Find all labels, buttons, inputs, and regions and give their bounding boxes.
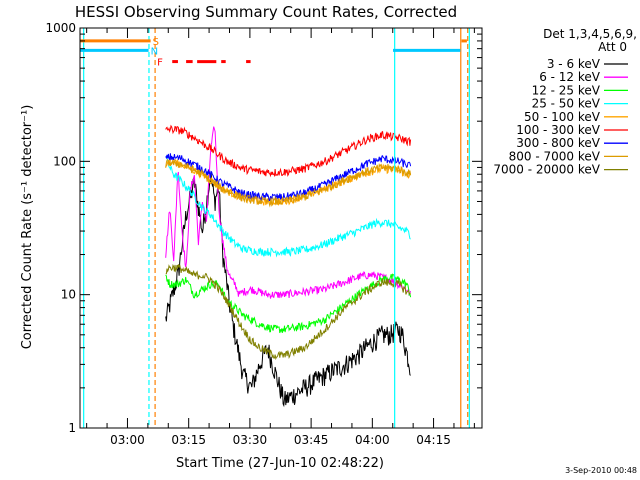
legend-label: 300 - 800 keV	[516, 136, 600, 150]
legend-label: 3 - 6 keV	[547, 57, 601, 71]
legend-label: 25 - 50 keV	[532, 97, 601, 111]
x-tick-label: 03:15	[171, 433, 206, 447]
x-tick-label: 03:45	[294, 433, 329, 447]
y-tick-label: 100	[53, 154, 76, 168]
flag-label: S	[153, 37, 159, 48]
x-tick-label: 03:00	[110, 433, 145, 447]
legend-label: 800 - 7000 keV	[509, 149, 601, 163]
series-line-8	[165, 158, 412, 208]
vertical-marker-lines	[83, 28, 470, 428]
series-line-6	[165, 124, 412, 178]
y-tick-label: 1000	[45, 21, 76, 35]
series-line-4	[165, 155, 411, 258]
legend-subtitle: Att 0	[598, 40, 627, 54]
x-axis-label: Start Time (27-Jun-10 02:48:22)	[176, 456, 384, 471]
x-tick-label: 04:00	[355, 433, 390, 447]
legend-label: 100 - 300 keV	[516, 123, 600, 137]
y-axis-label: Corrected Count Rate (s⁻¹ detector⁻¹)	[20, 105, 35, 350]
legend-label: 12 - 25 keV	[532, 83, 601, 97]
series-line-9	[165, 263, 411, 361]
x-tick-label: 03:30	[233, 433, 268, 447]
flag-label: N	[151, 46, 158, 57]
plot-frame	[79, 27, 483, 429]
y-tick-label: 10	[61, 288, 76, 302]
legend-label: 50 - 100 keV	[524, 110, 601, 124]
chart-title: HESSI Observing Summary Count Rates, Cor…	[75, 3, 457, 21]
flag-label: F	[157, 58, 163, 69]
legend-label: 7000 - 20000 keV	[493, 163, 600, 177]
flag-lines: SNF	[80, 37, 467, 69]
y-tick-label: 1	[68, 421, 76, 435]
footer-date: 3-Sep-2010 00:48	[565, 466, 637, 475]
series-layer	[165, 124, 412, 408]
axes: 03:00 03:15 03:30 03:45 04:00 04:15 1 10 100 1000	[45, 21, 482, 447]
series-line-2	[165, 126, 412, 299]
x-tick-label: 04:15	[416, 433, 451, 447]
legend-title: Det 1,3,4,5,6,9,	[543, 27, 637, 41]
legend-label: 6 - 12 keV	[539, 70, 601, 84]
